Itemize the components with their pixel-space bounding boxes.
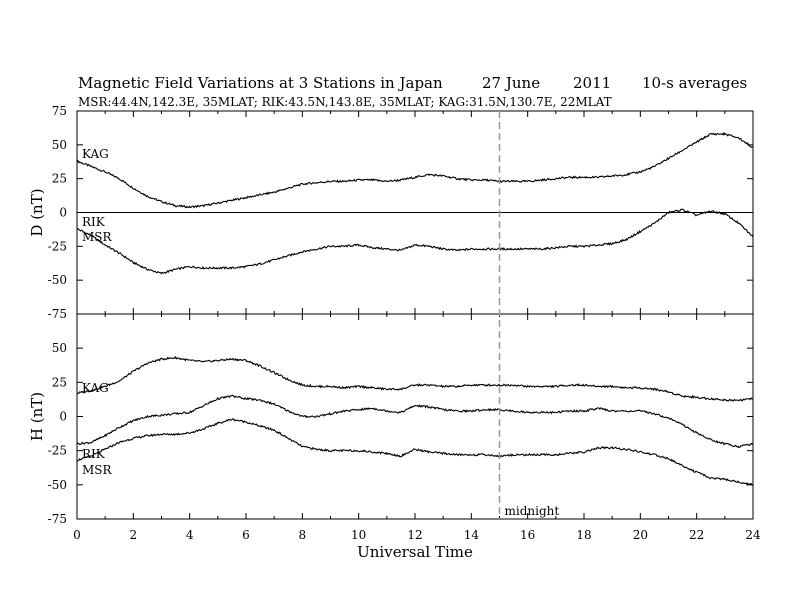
series-label-msr: MSR	[82, 463, 113, 477]
x-tick-label: 0	[73, 528, 81, 542]
chart-title-averaging: 10-s averages	[642, 74, 747, 92]
x-tick-label: 20	[633, 528, 648, 542]
y-axis-label-1: H (nT)	[28, 392, 46, 441]
y-tick-label: 50	[52, 341, 67, 355]
chart-title-year: 2011	[573, 74, 611, 92]
panel-frame-1	[76, 313, 754, 520]
x-tick-label: 22	[689, 528, 704, 542]
x-tick-label: 4	[186, 528, 194, 542]
x-tick-label: 24	[745, 528, 761, 542]
y-tick-label: 0	[59, 410, 67, 424]
series-label-kag: KAG	[82, 147, 109, 161]
series-label-rik: RIK	[82, 215, 106, 229]
chart-title-date: 27 June	[482, 74, 540, 92]
x-axis-label: Universal Time	[357, 543, 473, 561]
y-tick-label: -75	[48, 307, 67, 321]
y-tick-label: 75	[52, 104, 67, 118]
x-tick-label: 8	[299, 528, 307, 542]
series-label-kag: KAG	[82, 381, 109, 395]
series-line-rik	[76, 394, 754, 448]
y-tick-label: -25	[48, 239, 67, 253]
chart-title: Magnetic Field Variations at 3 Stations …	[78, 74, 443, 92]
series-line-msr	[76, 418, 754, 486]
x-tick-label: 14	[464, 528, 480, 542]
y-tick-label: -50	[48, 273, 67, 287]
series-line-rik	[76, 208, 754, 275]
y-tick-label: 0	[59, 206, 67, 220]
x-tick-label: 10	[351, 528, 366, 542]
series-line-kag	[76, 132, 754, 209]
y-tick-label: -50	[48, 478, 67, 492]
series-label-msr: MSR	[82, 230, 113, 244]
midnight-label: midnight	[505, 504, 560, 518]
x-tick-label: 18	[576, 528, 591, 542]
y-axis-label-0: D (nT)	[28, 188, 46, 236]
x-tick-label: 12	[407, 528, 422, 542]
y-tick-label: -25	[48, 444, 67, 458]
chart-subtitle: MSR:44.4N,142.3E, 35MLAT; RIK:43.5N,143.…	[78, 95, 612, 109]
y-tick-label: 50	[52, 138, 67, 152]
x-tick-label: 2	[130, 528, 138, 542]
series-line-kag	[76, 355, 754, 402]
x-tick-label: 16	[520, 528, 535, 542]
y-tick-label: 25	[52, 172, 67, 186]
y-tick-label: -75	[48, 512, 67, 526]
y-tick-label: 25	[52, 375, 67, 389]
x-tick-label: 6	[242, 528, 250, 542]
